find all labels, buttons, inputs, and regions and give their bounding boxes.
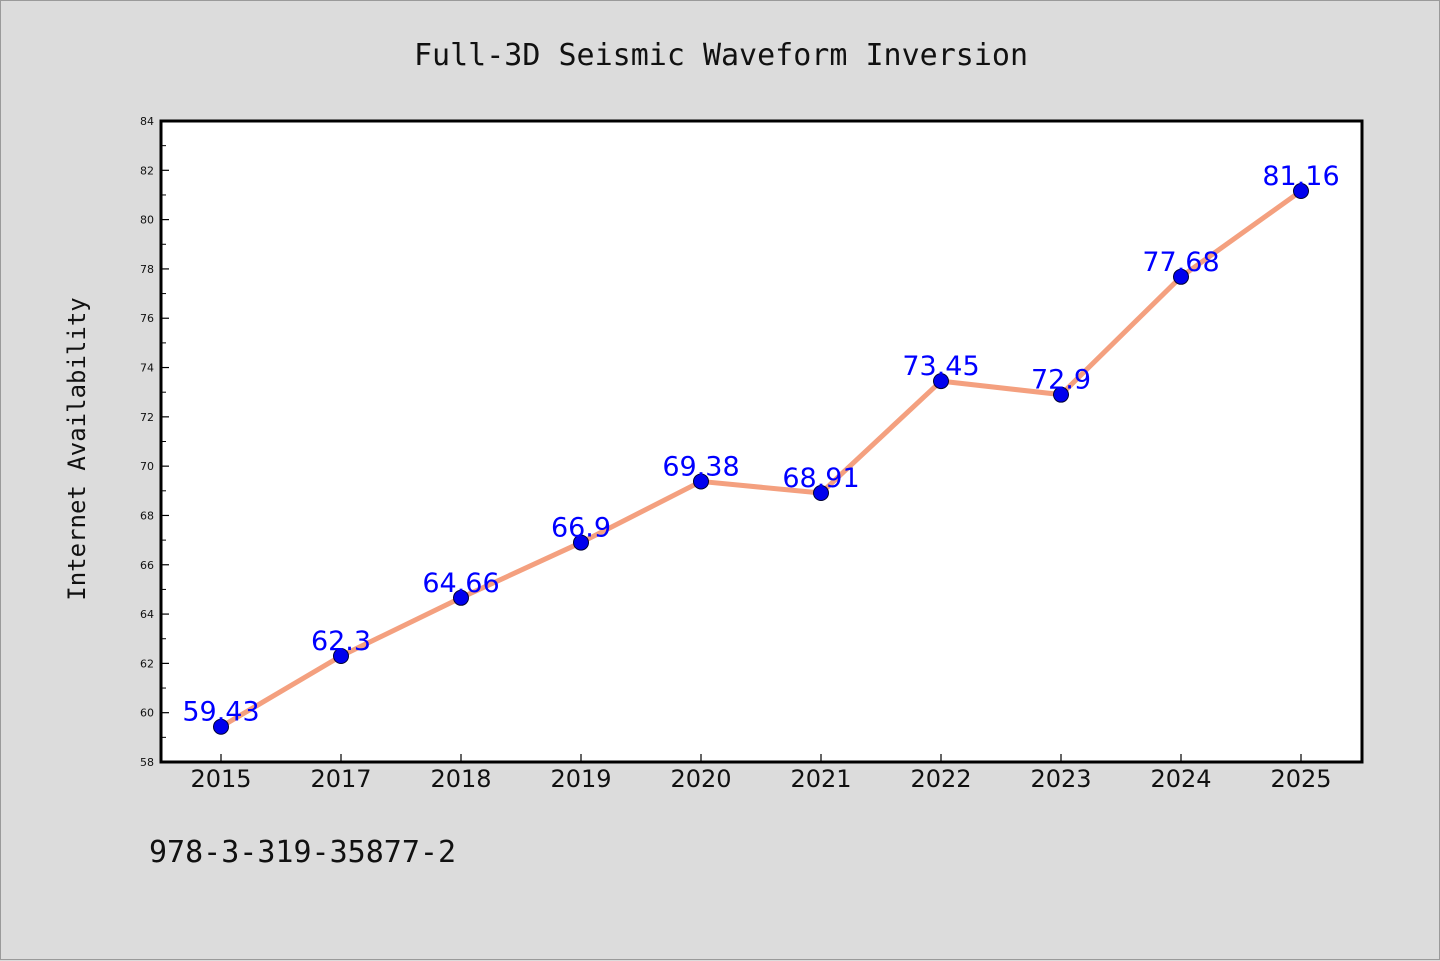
y-tick-label: 58 bbox=[140, 756, 154, 769]
isbn-caption: 978-3-319-35877-2 bbox=[149, 835, 457, 870]
data-point bbox=[333, 647, 349, 664]
data-label: 81.16 bbox=[1262, 161, 1339, 192]
data-label: 73.45 bbox=[902, 351, 979, 382]
y-tick-label: 62 bbox=[140, 657, 154, 670]
data-label: 66.9 bbox=[551, 513, 611, 544]
y-tick-label: 76 bbox=[140, 312, 154, 325]
chart-title: Full-3D Seismic Waveform Inversion bbox=[414, 38, 1028, 73]
x-tick-label: 2024 bbox=[1150, 765, 1211, 793]
data-point bbox=[933, 373, 949, 390]
data-point bbox=[573, 534, 589, 551]
x-tick-label: 2023 bbox=[1030, 765, 1091, 793]
data-label: 64.66 bbox=[422, 568, 499, 599]
data-label: 59.43 bbox=[182, 697, 259, 728]
y-tick-label: 64 bbox=[140, 608, 154, 621]
y-tick-label: 74 bbox=[140, 362, 154, 375]
x-tick-label: 2020 bbox=[670, 765, 731, 793]
y-tick-label: 60 bbox=[140, 707, 154, 720]
data-point bbox=[1053, 386, 1069, 403]
data-label: 77.68 bbox=[1142, 247, 1219, 278]
x-tick-label: 2021 bbox=[790, 765, 851, 793]
y-tick-label: 82 bbox=[140, 164, 154, 177]
x-tick-label: 2017 bbox=[310, 765, 371, 793]
data-label: 68.91 bbox=[782, 463, 859, 494]
y-tick-label: 68 bbox=[140, 509, 154, 522]
plot-area bbox=[159, 119, 1364, 764]
x-tick-label: 2019 bbox=[550, 765, 611, 793]
x-axis: 2015 2017 2018 2019 2020 2021 2022 2023 2024 2025 bbox=[190, 754, 1332, 793]
series-line bbox=[218, 188, 1304, 730]
data-point bbox=[813, 485, 829, 502]
y-axis: 58 60 62 64 66 68 70 72 74 76 78 80 82 84 bbox=[140, 115, 169, 769]
series-layer: 59.43 62.3 64.66 66.9 69.38 68.91 73.45 72.9 77.… bbox=[182, 161, 1340, 735]
data-label: 62.3 bbox=[311, 626, 371, 657]
y-tick-label: 70 bbox=[140, 460, 154, 473]
data-point bbox=[1173, 268, 1189, 285]
y-tick-label: 84 bbox=[140, 115, 154, 128]
data-point bbox=[213, 718, 229, 735]
data-point bbox=[453, 589, 469, 606]
data-label: 69.38 bbox=[662, 451, 739, 482]
x-tick-label: 2025 bbox=[1270, 765, 1331, 793]
y-axis-label: Internet Availability bbox=[63, 297, 91, 600]
x-tick-label: 2015 bbox=[190, 765, 251, 793]
data-label: 72.9 bbox=[1031, 365, 1091, 396]
y-tick-label: 72 bbox=[140, 411, 154, 424]
x-tick-label: 2022 bbox=[910, 765, 971, 793]
y-tick-label: 80 bbox=[140, 214, 154, 227]
data-point bbox=[693, 473, 709, 490]
data-point bbox=[1293, 183, 1309, 200]
y-tick-label: 78 bbox=[140, 263, 154, 276]
x-tick-label: 2018 bbox=[430, 765, 491, 793]
y-tick-label: 66 bbox=[140, 559, 154, 572]
